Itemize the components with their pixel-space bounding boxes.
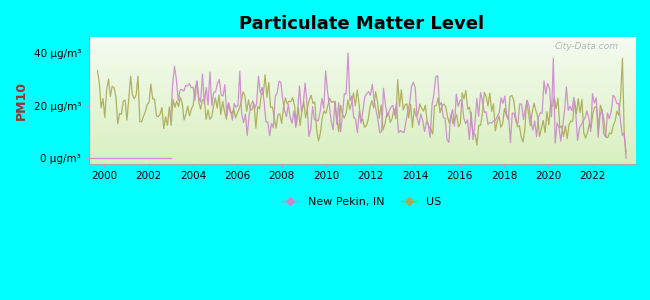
Text: City-Data.com: City-Data.com (554, 42, 619, 51)
Legend: New Pekin, IN, US: New Pekin, IN, US (278, 192, 446, 211)
Title: Particulate Matter Level: Particulate Matter Level (239, 15, 484, 33)
Y-axis label: PM10: PM10 (15, 81, 28, 120)
